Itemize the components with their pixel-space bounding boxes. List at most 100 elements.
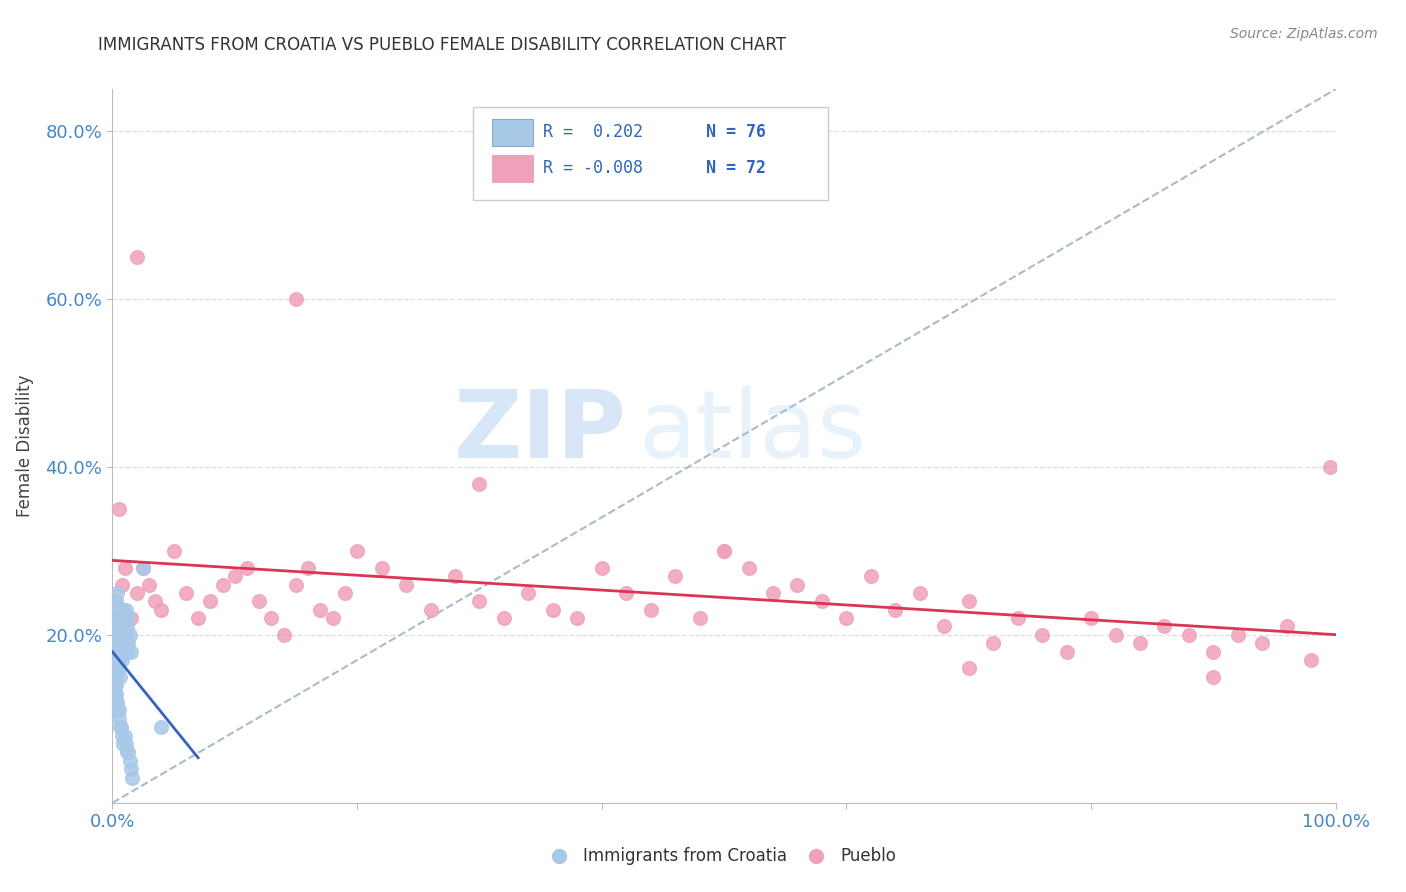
- Point: [117, 611, 139, 625]
- Point: [115, 619, 138, 633]
- Point: [492, 611, 515, 625]
- Point: [103, 687, 125, 701]
- Point: [105, 645, 128, 659]
- Point: [811, 594, 834, 608]
- Point: [105, 611, 128, 625]
- Point: [104, 687, 127, 701]
- Point: [118, 628, 141, 642]
- Point: [103, 611, 125, 625]
- Point: [786, 577, 808, 591]
- Point: [115, 628, 138, 642]
- Point: [105, 645, 128, 659]
- Point: [713, 544, 735, 558]
- Point: [1275, 619, 1298, 633]
- Point: [114, 729, 136, 743]
- Point: [211, 577, 233, 591]
- Point: [105, 670, 128, 684]
- Point: [1202, 645, 1225, 659]
- Point: [224, 569, 246, 583]
- Point: [468, 594, 491, 608]
- Point: [1153, 619, 1175, 633]
- Point: [138, 577, 160, 591]
- Point: [395, 577, 418, 591]
- Point: [567, 611, 589, 625]
- Point: [108, 720, 131, 734]
- Point: [111, 628, 134, 642]
- Point: [112, 737, 135, 751]
- Point: [187, 611, 209, 625]
- Point: [125, 250, 148, 264]
- Point: [107, 703, 129, 717]
- Point: [104, 645, 127, 659]
- Text: R = -0.008: R = -0.008: [543, 159, 643, 177]
- Point: [689, 611, 711, 625]
- Point: [762, 586, 785, 600]
- Point: [110, 603, 132, 617]
- Point: [541, 603, 564, 617]
- FancyBboxPatch shape: [492, 155, 533, 182]
- Point: [104, 636, 127, 650]
- Point: [1319, 460, 1341, 475]
- Point: [1056, 645, 1078, 659]
- Point: [105, 611, 128, 625]
- Text: Immigrants from Croatia: Immigrants from Croatia: [583, 847, 787, 865]
- Point: [1104, 628, 1126, 642]
- Point: [273, 628, 295, 642]
- Point: [247, 594, 270, 608]
- Point: [107, 628, 129, 642]
- Point: [200, 594, 222, 608]
- Point: [1031, 628, 1053, 642]
- Point: [468, 476, 491, 491]
- Point: [115, 603, 138, 617]
- Point: [111, 577, 134, 591]
- Point: [322, 611, 344, 625]
- Point: [103, 695, 125, 709]
- Point: [517, 586, 540, 600]
- Point: [105, 619, 128, 633]
- Point: [737, 560, 759, 574]
- Text: N = 72: N = 72: [706, 159, 766, 177]
- Point: [105, 703, 128, 717]
- Point: [981, 636, 1004, 650]
- Point: [105, 653, 128, 667]
- Point: [114, 611, 136, 625]
- Point: [110, 720, 132, 734]
- Point: [114, 560, 136, 574]
- Point: [107, 661, 129, 675]
- Point: [236, 560, 259, 574]
- Point: [444, 569, 467, 583]
- Point: [114, 636, 136, 650]
- Point: [104, 653, 127, 667]
- Point: [614, 586, 637, 600]
- Point: [105, 586, 128, 600]
- Point: [112, 645, 135, 659]
- Point: [107, 603, 129, 617]
- Point: [150, 720, 173, 734]
- Point: [1129, 636, 1152, 650]
- Point: [105, 611, 128, 625]
- Point: [1202, 670, 1225, 684]
- Point: [105, 687, 128, 701]
- Point: [309, 603, 332, 617]
- Point: [370, 560, 392, 574]
- Point: [105, 661, 128, 675]
- Point: [284, 292, 308, 306]
- Point: [150, 603, 173, 617]
- Point: [118, 754, 141, 768]
- Point: [107, 502, 129, 516]
- Point: [120, 611, 142, 625]
- Text: N = 76: N = 76: [706, 123, 766, 141]
- FancyBboxPatch shape: [492, 120, 533, 146]
- Point: [346, 544, 368, 558]
- Point: [957, 661, 980, 675]
- Point: [105, 695, 128, 709]
- Point: [105, 695, 128, 709]
- Point: [107, 619, 129, 633]
- Point: [908, 586, 931, 600]
- Point: [110, 619, 132, 633]
- Point: [105, 628, 128, 642]
- Point: [125, 586, 148, 600]
- Point: [103, 594, 125, 608]
- Point: [591, 560, 613, 574]
- Point: [297, 560, 319, 574]
